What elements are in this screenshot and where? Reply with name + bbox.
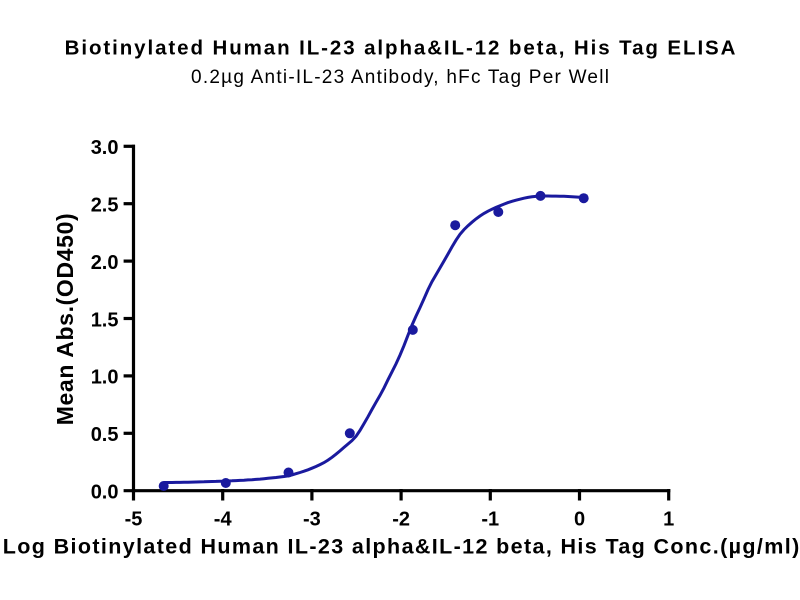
svg-text:Mean Abs.(OD450): Mean Abs.(OD450) — [52, 213, 78, 426]
svg-text:1.5: 1.5 — [91, 309, 119, 331]
svg-text:-5: -5 — [125, 509, 143, 531]
svg-text:-2: -2 — [392, 509, 410, 531]
svg-text:1.0: 1.0 — [91, 367, 119, 389]
svg-text:Log Biotinylated Human IL-23 a: Log Biotinylated Human IL-23 alpha&IL-12… — [3, 535, 800, 559]
svg-text:-1: -1 — [481, 509, 499, 531]
svg-text:0.2µg Anti-IL-23 Antibody, hFc: 0.2µg Anti-IL-23 Antibody, hFc Tag Per W… — [191, 67, 610, 88]
svg-text:Biotinylated Human IL-23 alpha: Biotinylated Human IL-23 alpha&IL-12 bet… — [65, 37, 738, 60]
svg-text:0.5: 0.5 — [91, 424, 119, 446]
svg-text:0: 0 — [574, 509, 585, 531]
svg-text:0.0: 0.0 — [91, 482, 119, 504]
svg-text:-4: -4 — [214, 509, 233, 531]
svg-text:2.0: 2.0 — [91, 252, 119, 274]
svg-text:1: 1 — [663, 509, 674, 531]
svg-text:-3: -3 — [303, 509, 321, 531]
svg-text:2.5: 2.5 — [91, 195, 119, 217]
svg-text:3.0: 3.0 — [91, 137, 119, 159]
